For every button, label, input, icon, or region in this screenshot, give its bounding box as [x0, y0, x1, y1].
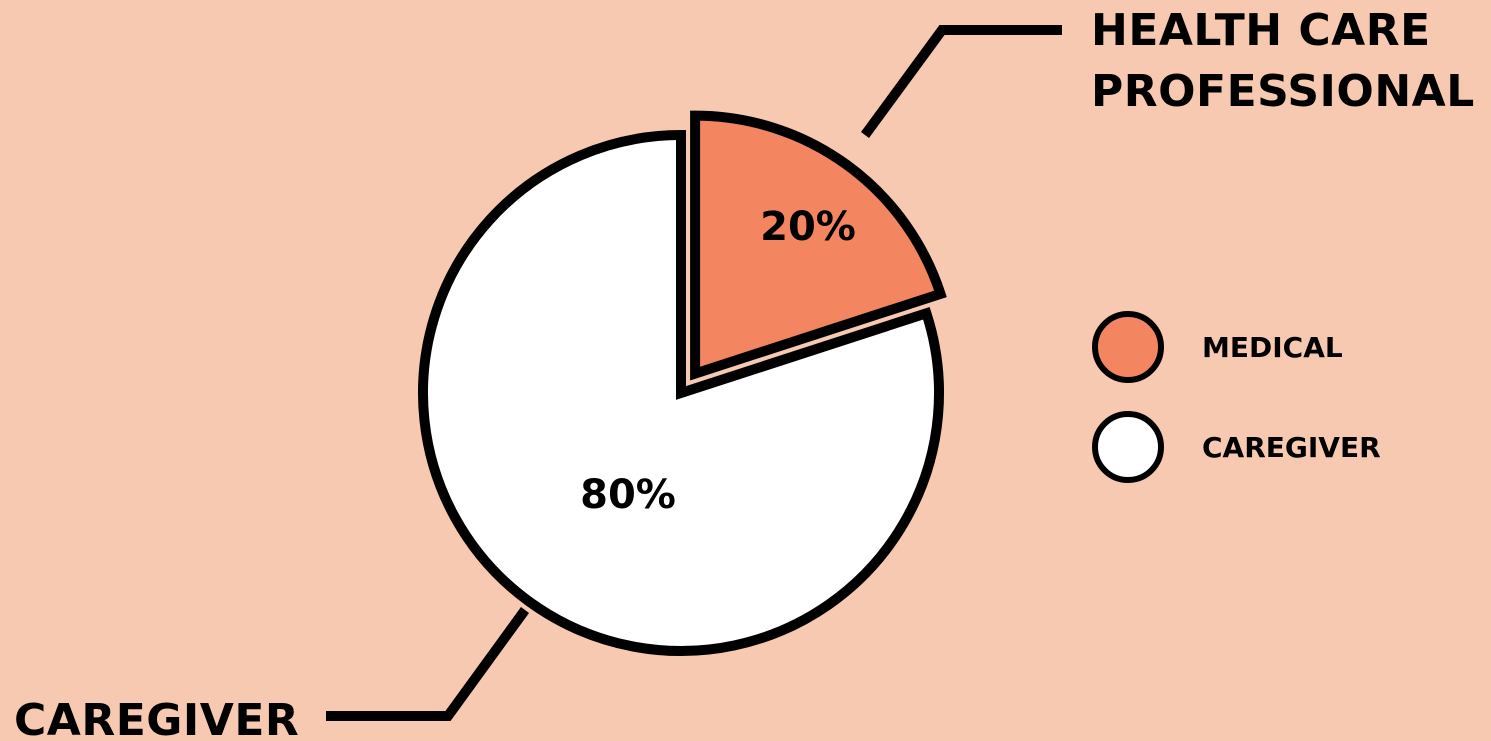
- legend-label-medical: MEDICAL: [1202, 331, 1343, 364]
- callout-label-medical-line2: PROFESSIONAL: [1091, 66, 1475, 117]
- legend: MEDICAL CAREGIVER: [1095, 314, 1381, 480]
- percent-label-caregiver: 80%: [580, 472, 676, 518]
- legend-swatch-medical: [1095, 314, 1161, 380]
- legend-swatch-caregiver: [1095, 414, 1161, 480]
- callout-line-medical: [865, 30, 1062, 135]
- legend-label-caregiver: CAREGIVER: [1202, 431, 1381, 464]
- callout-label-medical-line1: HEALTH CARE: [1091, 5, 1431, 56]
- percent-label-medical: 20%: [760, 204, 856, 250]
- callout-label-caregiver: CAREGIVER: [14, 695, 299, 741]
- callout-line-caregiver: [326, 610, 525, 716]
